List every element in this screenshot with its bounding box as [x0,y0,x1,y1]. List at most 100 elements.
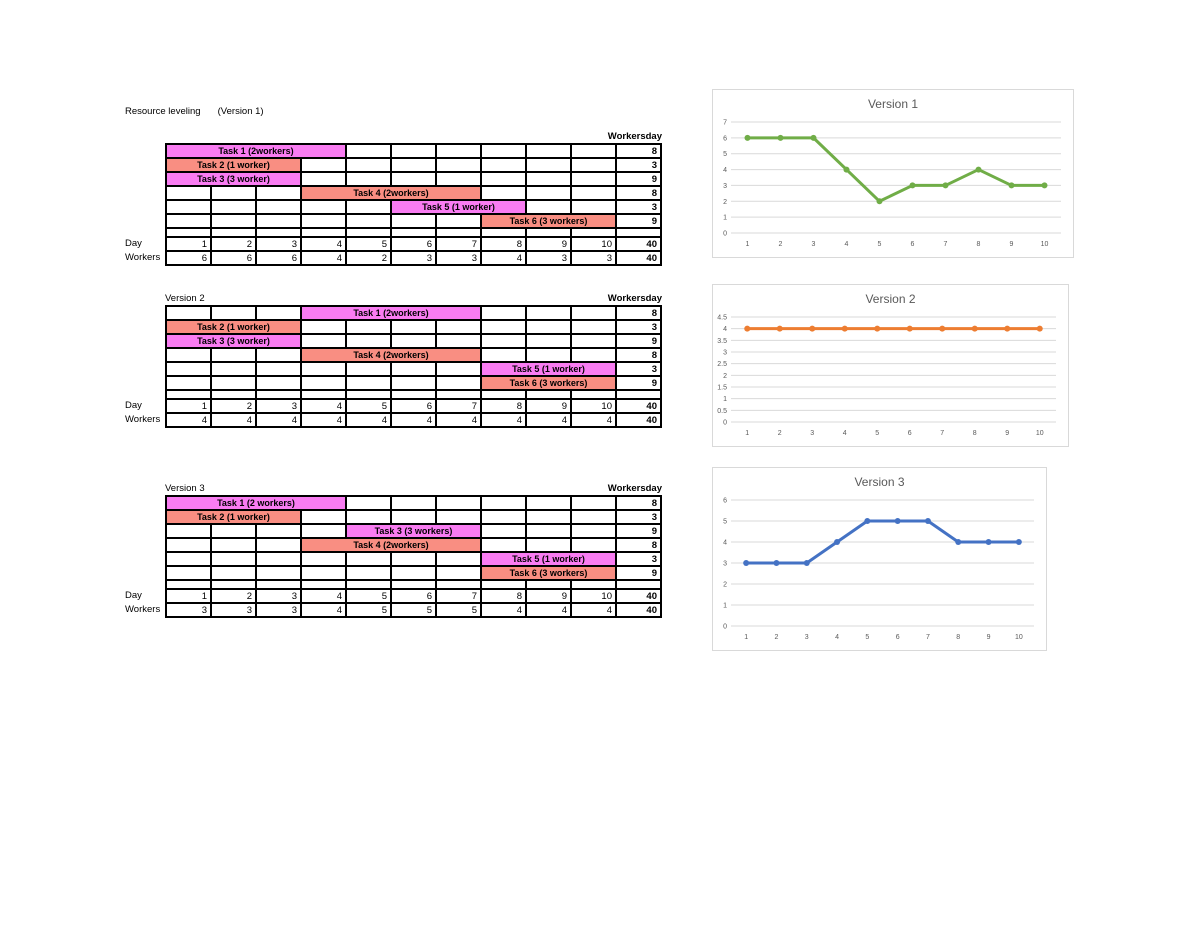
x-axis-tick-label: 6 [908,430,912,437]
task-row: Task 4 (2workers) 8 [165,185,662,201]
grid-cell [390,375,437,391]
workers-day-header: Workersday [607,483,662,494]
workers-value-cell: 4 [390,412,437,428]
task-row: Task 6 (3 workers) 9 [165,375,662,391]
day-row-label: Day [125,400,142,411]
task-row: Task 1 (2workers) 8 [165,143,662,159]
task-bar: Task 4 (2workers) [300,537,482,553]
line-chart-version-3: Version 3 0 1 2 3 4 5 6 1 2 3 4 5 6 7 8 9 10 [712,467,1047,651]
task-bar: Task 6 (3 workers) [480,213,617,229]
data-point-marker [1008,182,1015,189]
grid-cell [480,509,527,525]
x-axis-tick-label: 1 [744,634,748,641]
data-point-marker [773,560,780,566]
grid-cell [165,537,212,553]
grid-cell [210,199,257,215]
grid-cell [300,579,347,590]
workers-value-cell: 4 [300,250,347,266]
gantt-grid: Task 1 (2workers) 8 Task 2 (1 worker) 3 Task… [165,305,662,428]
grid-cell [390,171,437,187]
workers-value-cell: 4 [345,412,392,428]
day-total-cell: 40 [615,588,662,604]
data-point-marker [876,198,883,205]
task-bar: Task 1 (2workers) [165,143,347,159]
x-axis-tick-label: 3 [805,634,809,641]
grid-cell [345,199,392,215]
grid-cell [390,227,437,238]
task-bar: Task 6 (3 workers) [480,375,617,391]
day-value-cell: 5 [345,588,392,604]
grid-cell [570,333,617,349]
day-value-cell: 7 [435,236,482,252]
grid-cell [165,565,212,581]
task-bar: Task 5 (1 worker) [390,199,527,215]
y-axis-tick-label: 5 [723,151,727,158]
day-row: 1 2 3 4 5 6 7 8 9 10 40 [165,588,662,604]
data-point-marker [803,560,810,566]
grid-cell [165,185,212,201]
grid-cell [570,579,617,590]
x-axis-tick-label: 9 [1010,241,1014,248]
task-row: Task 3 (3 worker) 9 [165,171,662,187]
workers-total-cell: 40 [615,250,662,266]
workers-value-cell: 6 [255,250,302,266]
y-axis-tick-label: 4.5 [717,315,727,322]
day-value-cell: 2 [210,588,257,604]
grid-cell [300,375,347,391]
task-workersday-total: 3 [615,157,662,173]
grid-cell [300,361,347,377]
workers-value-cell: 3 [210,602,257,618]
day-value-cell: 6 [390,236,437,252]
grid-cell [570,157,617,173]
table-header-row: Version 3 Workersday [165,480,662,494]
workers-value-cell: 4 [525,412,572,428]
grid-cell [255,375,302,391]
y-axis-tick-label: 3 [723,183,727,190]
grid-cell [255,347,302,363]
line-chart-version-1: Version 1 0 1 2 3 4 5 6 7 1 2 3 4 5 6 7 8 9 10 [712,89,1074,258]
x-axis-tick-label: 2 [774,634,778,641]
grid-cell [570,227,617,238]
day-value-cell: 10 [570,236,617,252]
day-value-cell: 3 [255,398,302,414]
grid-cell [480,185,527,201]
grid-cell [345,227,392,238]
grid-cell [525,537,572,553]
x-axis-tick-label: 6 [911,241,915,248]
chart-svg: Version 1 0 1 2 3 4 5 6 7 1 2 3 4 5 6 7 8 9 10 [723,97,1061,248]
x-axis-tick-label: 2 [779,241,783,248]
grid-cell [210,305,257,321]
task-workersday-total: 3 [615,361,662,377]
grid-cell [615,227,662,238]
y-axis-tick-label: 1 [723,215,727,222]
grid-cell [390,579,437,590]
task-workersday-total: 9 [615,375,662,391]
grid-cell [255,185,302,201]
x-axis-tick-label: 1 [746,241,750,248]
data-point-marker [777,134,784,141]
day-row: 1 2 3 4 5 6 7 8 9 10 40 [165,398,662,414]
grid-cell [570,199,617,215]
day-value-cell: 2 [210,398,257,414]
data-point-marker [924,518,931,524]
day-value-cell: 5 [345,236,392,252]
workers-value-cell: 4 [435,412,482,428]
task-row: Task 2 (1 worker) 3 [165,509,662,525]
y-axis-tick-label: 3 [723,350,727,357]
grid-cell [165,227,212,238]
data-point-marker [1036,325,1043,332]
task-workersday-total: 3 [615,319,662,335]
grid-cell [345,551,392,567]
workers-day-header: Workersday [607,293,662,304]
grid-cell [390,333,437,349]
day-value-cell: 3 [255,236,302,252]
y-axis-tick-label: 2 [723,373,727,380]
grid-cell [210,347,257,363]
grid-cell [165,551,212,567]
grid-cell [480,143,527,159]
y-axis-tick-label: 6 [723,135,727,142]
day-row-label: Day [125,238,142,249]
grid-cell [435,389,482,400]
grid-cell [390,213,437,229]
y-axis-tick-label: 2 [723,199,727,206]
